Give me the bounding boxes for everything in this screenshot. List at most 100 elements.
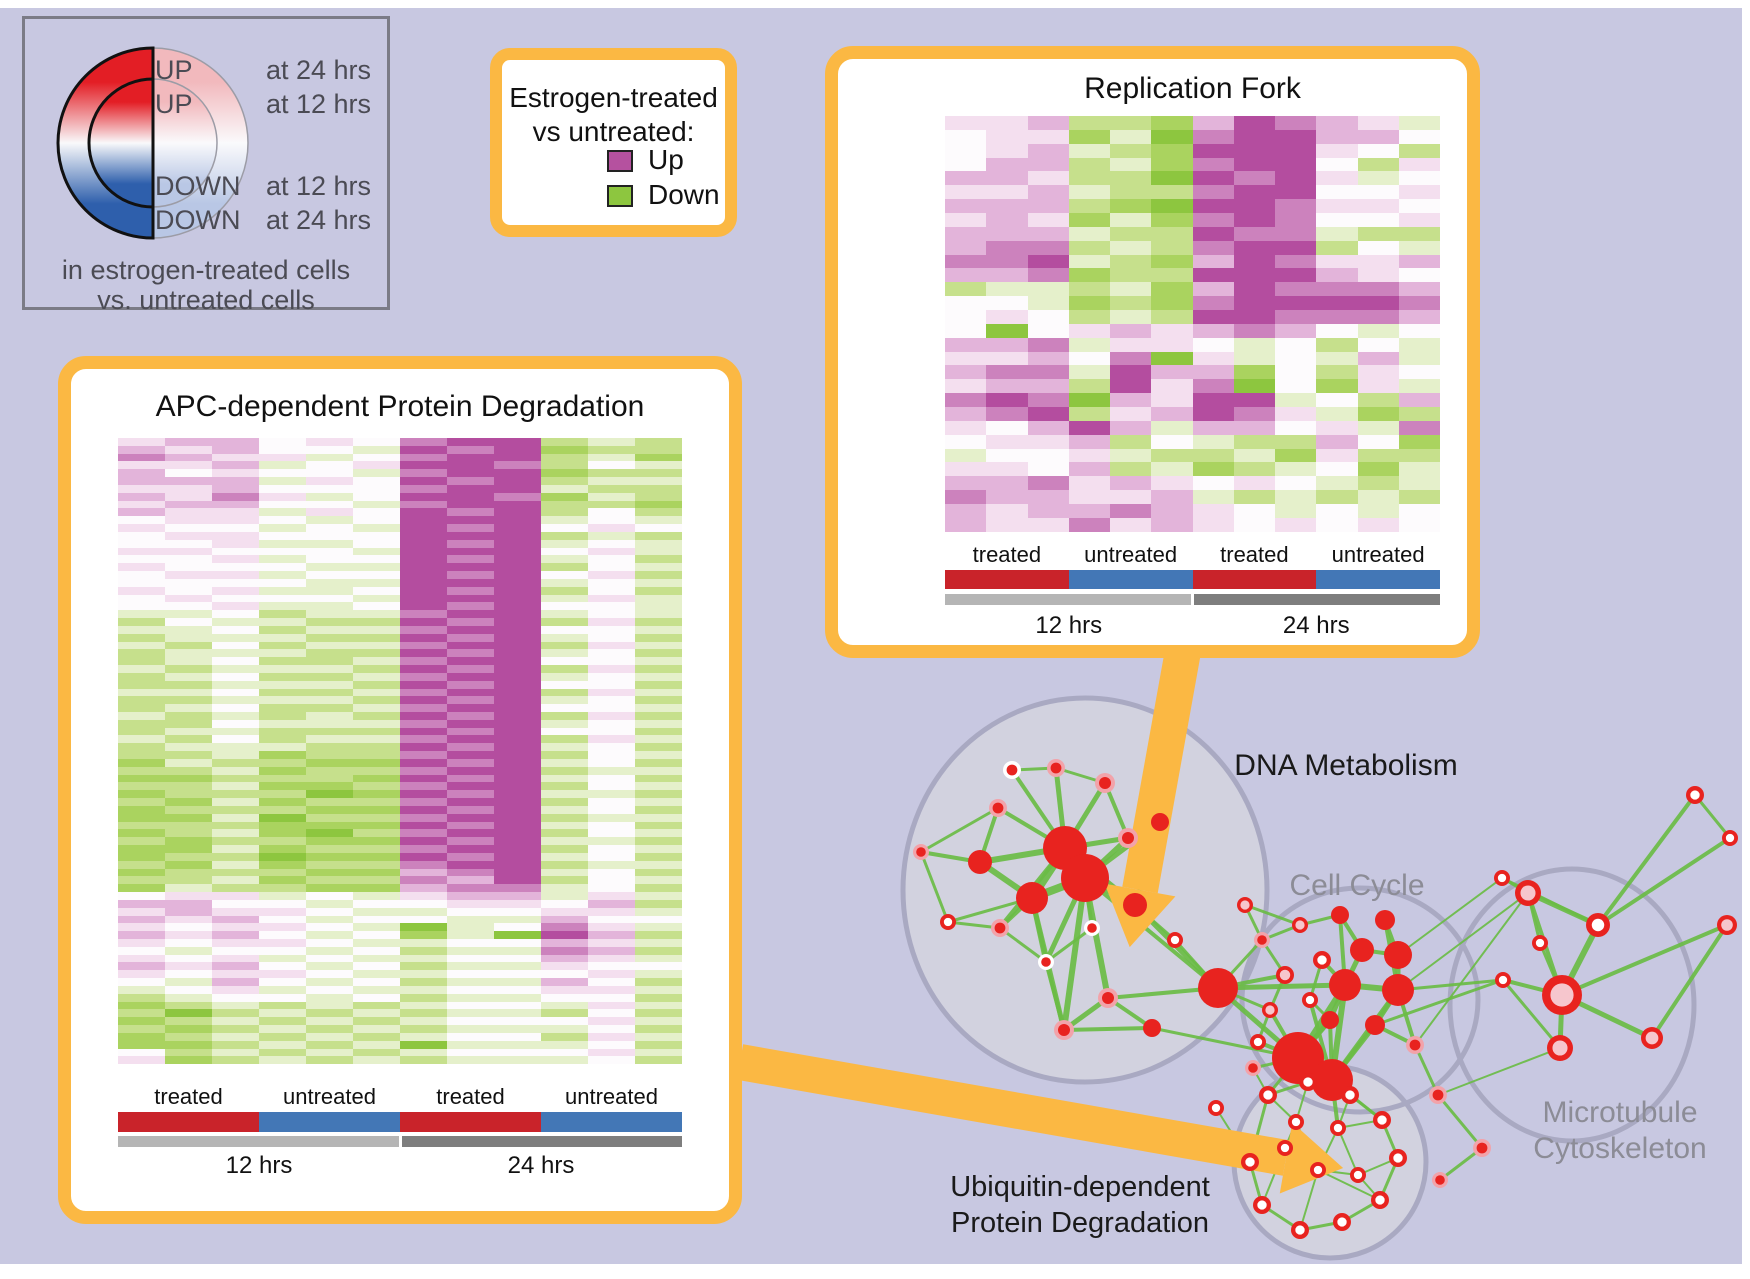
heatmap-cell — [447, 665, 494, 673]
heatmap-cell — [588, 555, 635, 564]
network-label: Protein Degradation — [951, 1207, 1209, 1239]
heatmap-cell — [259, 1009, 306, 1018]
heatmap-cell — [447, 907, 494, 916]
heatmap-cell — [353, 461, 400, 470]
heatmap-cell — [353, 531, 400, 540]
heatmap-cell — [635, 751, 682, 759]
heatmap-cell — [1316, 282, 1358, 297]
heatmap-cell — [447, 782, 494, 791]
node-center — [1497, 873, 1507, 883]
heatmap-cell — [1398, 296, 1440, 311]
heatmap-cell — [306, 539, 353, 548]
heatmap-cell — [1357, 157, 1399, 172]
heatmap-cell — [118, 970, 165, 979]
heatmap-cell — [165, 516, 212, 525]
heatmap-cell — [447, 531, 494, 540]
heatmap-cell — [1233, 143, 1275, 158]
heatmap-cell — [588, 641, 635, 650]
heatmap-cell — [1316, 116, 1358, 130]
network-edge — [1397, 978, 1504, 992]
heatmap-cell — [212, 539, 259, 548]
heatmap-cell — [635, 782, 682, 791]
heatmap-cell — [447, 1017, 494, 1026]
node-core — [1331, 906, 1349, 924]
heatmap-cell — [1027, 129, 1069, 144]
heatmap-cell — [635, 1025, 682, 1033]
heatmap-cell — [447, 461, 494, 470]
heatmap-cell — [541, 782, 588, 791]
heatmap-cell — [400, 578, 447, 587]
heatmap-cell — [541, 751, 588, 759]
heatmap-row — [945, 129, 1440, 144]
heatmap-cell — [447, 641, 494, 650]
heatmap-cell — [541, 665, 588, 673]
heatmap-cell — [1192, 254, 1234, 269]
heatmap-cell — [400, 993, 447, 1002]
heatmap-cell — [353, 469, 400, 478]
heatmap-row — [118, 915, 682, 924]
heatmap-cell — [212, 985, 259, 994]
heatmap-cell — [635, 704, 682, 712]
heatmap-cell — [212, 578, 259, 587]
heatmap-cell — [400, 868, 447, 877]
heatmap-cell — [494, 1025, 541, 1033]
heatmap-cell — [986, 268, 1028, 283]
heatmap-cell — [353, 508, 400, 517]
heatmap-cell — [494, 946, 541, 955]
heatmap-cell — [541, 743, 588, 752]
heatmap-cell — [165, 837, 212, 846]
heatmap-cell — [165, 453, 212, 462]
heatmap-cell — [212, 665, 259, 673]
heatmap-cell — [1151, 337, 1193, 352]
heatmap-cell — [118, 954, 165, 963]
heatmap-cell — [400, 657, 447, 666]
heatmap-cell — [588, 500, 635, 509]
heatmap-cell — [165, 915, 212, 924]
heatmap-cell — [400, 641, 447, 650]
heatmap-cell — [588, 735, 635, 744]
network-node — [1272, 1032, 1324, 1084]
heatmap-cell — [494, 696, 541, 705]
heatmap-cell — [306, 962, 353, 971]
heatmap-cell — [447, 798, 494, 806]
heatmap-cell — [588, 680, 635, 689]
heatmap-cell — [1068, 504, 1110, 518]
heatmap-cell — [1027, 157, 1069, 172]
legend-up24-word: UP — [155, 55, 193, 85]
heatmap-cell — [1398, 420, 1440, 435]
heatmap-cell — [1275, 393, 1317, 408]
heatmap-cell — [118, 829, 165, 838]
heatmap-cell — [212, 884, 259, 893]
heatmap-cell — [353, 500, 400, 509]
heatmap-cell — [353, 547, 400, 556]
node-core — [1041, 957, 1051, 967]
heatmap-cell — [588, 586, 635, 595]
heatmap-cell — [259, 962, 306, 971]
estrogen-legend: Estrogen-treated vs untreated: Up Down — [490, 48, 737, 237]
heatmap-cell — [447, 555, 494, 564]
heatmap-cell — [212, 461, 259, 470]
down-color-swatch — [607, 185, 633, 207]
heatmap-row — [945, 420, 1440, 435]
heatmap-cell — [1357, 323, 1399, 338]
heatmap-cell — [212, 571, 259, 579]
heatmap-cell — [635, 923, 682, 932]
apc-treated-label-1: treated — [154, 1084, 223, 1109]
heatmap-cell — [400, 860, 447, 869]
heatmap-cell — [165, 445, 212, 454]
heatmap-cell — [447, 743, 494, 752]
heatmap-cell — [165, 665, 212, 673]
heatmap-cell — [945, 171, 987, 186]
heatmap-row — [945, 240, 1440, 255]
network-node — [1686, 786, 1704, 804]
heatmap-cell — [118, 492, 165, 501]
heatmap-cell — [259, 876, 306, 885]
heatmap-cell — [1316, 296, 1358, 311]
heatmap-cell — [165, 1017, 212, 1026]
heatmap-cell — [447, 892, 494, 900]
inner-circle-right-half — [152, 78, 218, 208]
heatmap-cell — [541, 672, 588, 681]
heatmap-cell — [635, 962, 682, 971]
heatmap-cell — [400, 915, 447, 924]
heatmap-cell — [259, 688, 306, 697]
